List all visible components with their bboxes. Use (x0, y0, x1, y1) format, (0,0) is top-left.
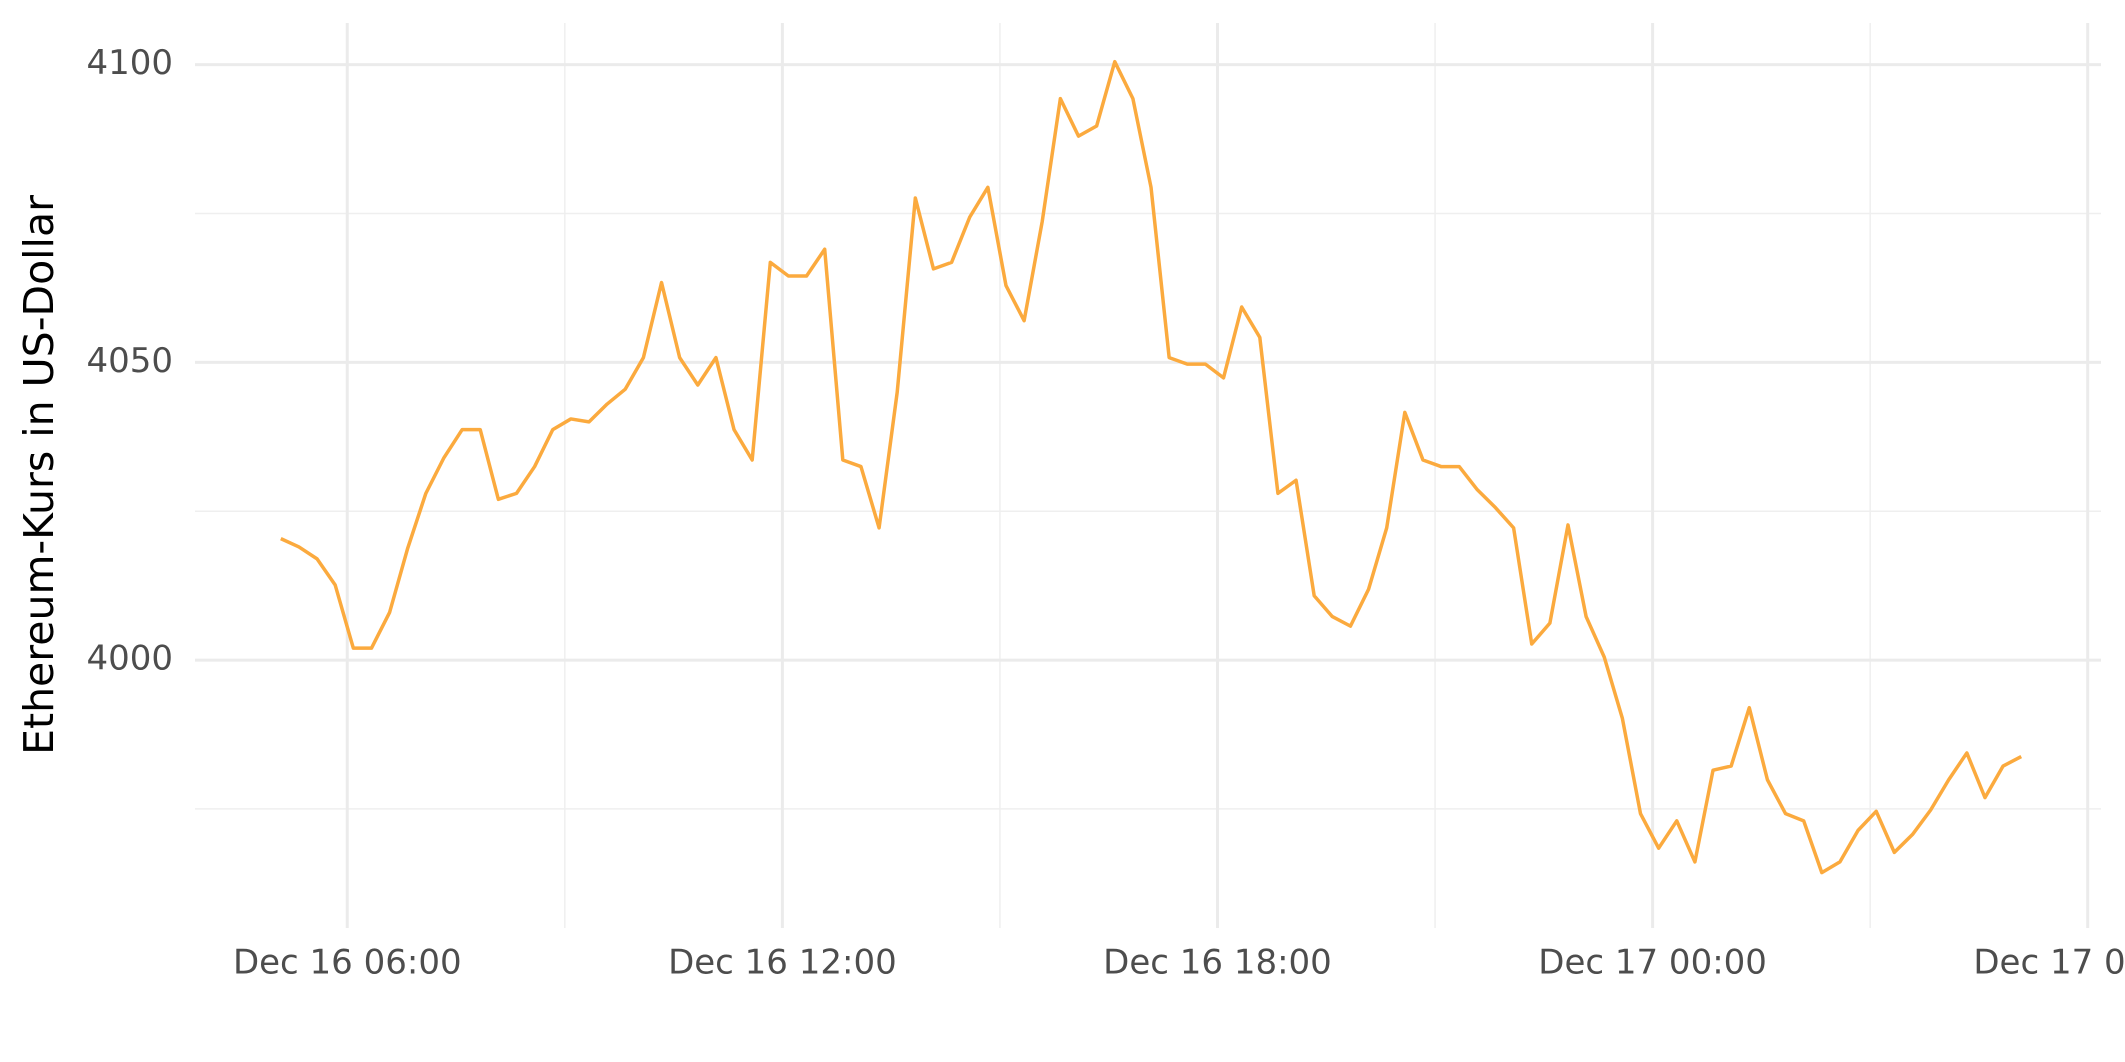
y-axis-title: Ethereum-Kurs in US-Dollar (15, 195, 63, 755)
x-tick-label: Dec 16 12:00 (668, 943, 897, 983)
x-tick-label: Dec 16 06:00 (233, 943, 462, 983)
x-tick-label: Dec 17 00:00 (1538, 943, 1767, 983)
price-line (280, 59, 2023, 875)
x-tick-label: Dec 16 18:00 (1103, 943, 1332, 983)
x-tick-label: Dec 17 06:00 (1973, 943, 2125, 983)
y-tick-label: 4050 (86, 341, 173, 381)
y-tick-label: 4100 (86, 43, 173, 83)
y-tick-label: 4000 (86, 639, 173, 679)
